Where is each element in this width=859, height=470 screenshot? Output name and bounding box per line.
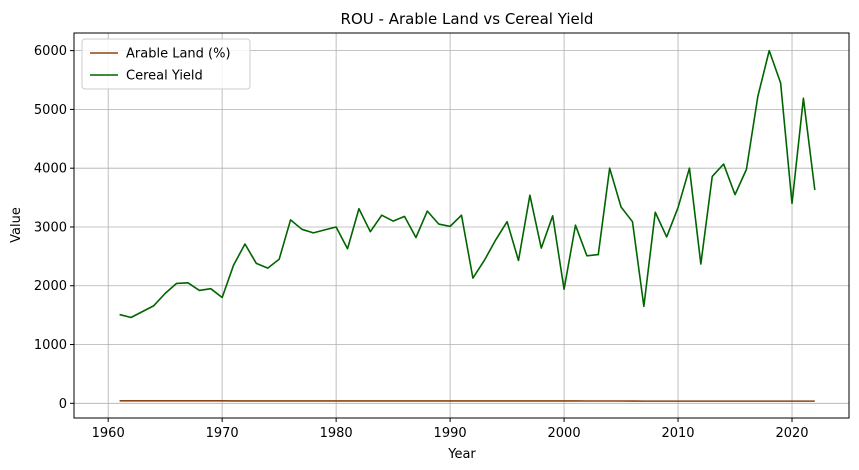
grid <box>74 33 849 418</box>
x-tick-label: 2020 <box>775 426 808 441</box>
legend: Arable Land (%) Cereal Yield <box>81 38 251 90</box>
x-tick-label: 2000 <box>548 426 581 441</box>
y-tick-label: 3000 <box>34 220 67 235</box>
y-axis-label: Value <box>9 207 24 243</box>
series-lines <box>119 49 816 402</box>
y-ticks: 0 1000 2000 3000 4000 5000 6000 <box>34 44 74 412</box>
series-line-1 <box>119 49 816 319</box>
x-tick-label: 1970 <box>206 426 239 441</box>
legend-label: Cereal Yield <box>126 69 203 84</box>
x-ticks: 1960 1970 1980 1990 2000 2010 2020 <box>92 418 809 441</box>
y-tick-label: 2000 <box>34 279 67 294</box>
x-tick-label: 1960 <box>92 426 125 441</box>
x-tick-label: 1990 <box>434 426 467 441</box>
plot-frame <box>73 32 850 419</box>
legend-box <box>81 38 251 90</box>
y-tick-label: 0 <box>59 397 67 412</box>
legend-label: Arable Land (%) <box>126 47 231 62</box>
y-tick-label: 6000 <box>34 44 67 59</box>
x-tick-label: 1980 <box>320 426 353 441</box>
y-tick-label: 5000 <box>34 103 67 118</box>
chart-title: ROU - Arable Land vs Cereal Yield <box>341 10 594 28</box>
x-axis-label: Year <box>447 447 476 462</box>
x-tick-label: 2010 <box>661 426 694 441</box>
y-tick-label: 4000 <box>34 162 67 177</box>
y-tick-label: 1000 <box>34 338 67 353</box>
